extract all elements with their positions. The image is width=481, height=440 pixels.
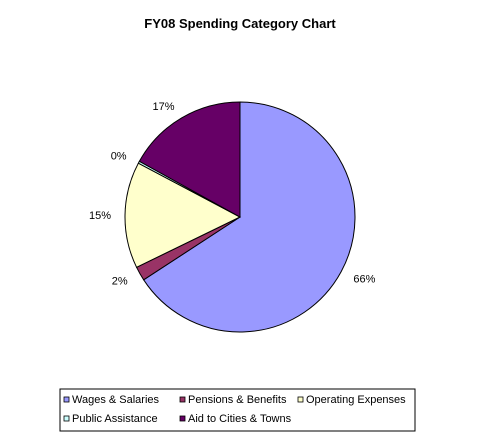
slice-operating-expenses [124, 162, 242, 268]
pie [124, 101, 356, 333]
legend-label-pensions-and-benefits: Pensions & Benefits [188, 394, 287, 406]
slice-wages-and-salaries [142, 101, 356, 333]
legend-label-aid-to-cities-and-towns: Aid to Cities & Towns [188, 413, 292, 425]
chart-title: FY08 Spending Category Chart [144, 16, 336, 31]
legend-box [59, 388, 416, 432]
legend-swatch-operating-expenses [297, 396, 304, 403]
percent-label-operating-expenses: 15% [89, 210, 111, 222]
slice-aid-to-cities-and-towns [138, 101, 241, 218]
legend-label-public-assistance: Public Assistance [72, 413, 158, 425]
legend: Wages & Salaries Pensions & Benefits Opera… [59, 388, 416, 432]
legend-swatch-pensions-and-benefits [179, 396, 186, 403]
legend-swatch-aid-to-cities-and-towns [179, 415, 186, 422]
legend-swatch-public-assistance [63, 415, 70, 422]
percent-label-wages-and-salaries: 66% [353, 273, 375, 285]
percent-labels: 66% 2% 15% 0% 17% [89, 101, 376, 288]
percent-label-pensions-and-benefits: 2% [112, 276, 128, 288]
legend-swatch-wages-and-salaries [63, 396, 70, 403]
percent-label-public-assistance: 0% [111, 151, 127, 163]
legend-label-operating-expenses: Operating Expenses [306, 394, 406, 406]
percent-label-aid-to-cities-and-towns: 17% [152, 101, 174, 113]
legend-label-wages-and-salaries: Wages & Salaries [72, 394, 160, 406]
